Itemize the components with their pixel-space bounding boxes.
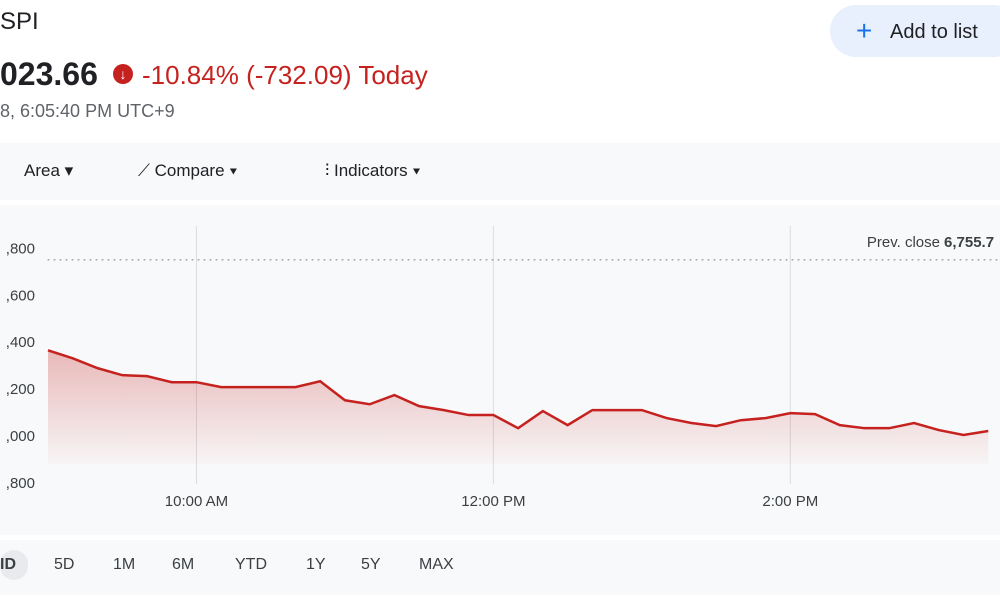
tool[interactable]: ⫶ Indicators ▾	[325, 161, 421, 180]
y-tick-label: ,400	[6, 334, 35, 351]
y-tick-label: ,200	[6, 381, 35, 398]
add-button[interactable]: + Add to list	[830, 5, 1000, 57]
chart-box	[0, 205, 1000, 535]
tool-label: Compare	[154, 161, 225, 180]
range-tab[interactable]: MAX	[419, 556, 454, 573]
range-tab[interactable]: 1M	[113, 556, 136, 573]
range-bar: ID 5D 1M 6M YTD 1Y 5Y MAX	[0, 540, 1000, 595]
toolbar: Area ▾ ⟋ Compare ▾ ⫶ Indicators ▾	[0, 143, 1000, 200]
tool[interactable]: Area ▾	[24, 161, 74, 180]
price: 023.66	[0, 56, 98, 92]
range-tab[interactable]: ID	[0, 550, 28, 580]
y-tick-label: ,800	[6, 240, 35, 257]
x-tick-label: 2:00 PM	[762, 493, 818, 510]
title: SPI	[0, 8, 39, 35]
tool[interactable]: ⟋ Compare ▾	[138, 161, 238, 180]
range-tab[interactable]: 5Y	[361, 556, 381, 573]
y-tick-label: ,000	[6, 428, 35, 445]
x-tick-label: 12:00 PM	[461, 493, 525, 510]
range-tab[interactable]: 5D	[54, 556, 75, 573]
annotation-text: Prev. close	[867, 234, 940, 251]
chart: ,800 ,600 ,400 ,200 ,000 ,800 10:00 AM 12:00 PM…	[6, 226, 1000, 510]
button-label: Add to list	[890, 21, 978, 43]
range-tab[interactable]: YTD	[235, 556, 267, 573]
y-tick-label: ,600	[6, 287, 35, 304]
change: -10.84% (-732.09) Today	[142, 60, 428, 90]
range-tab[interactable]: 6M	[172, 556, 195, 573]
timestamp: 8, 6:05:40 PM UTC+9	[0, 101, 175, 121]
range-tab[interactable]: 1Y	[306, 556, 326, 573]
tool-label: Indicators	[333, 161, 408, 180]
line	[47, 349, 989, 437]
down-icon: ↓	[113, 64, 133, 84]
area	[48, 350, 989, 464]
y-tick-label: ,800	[6, 475, 35, 492]
tool-label: Area	[24, 161, 60, 180]
plus-icon: +	[856, 15, 873, 46]
x-tick-label: 10:00 AM	[165, 493, 228, 510]
annotation-value: 6,755.7	[944, 234, 994, 251]
